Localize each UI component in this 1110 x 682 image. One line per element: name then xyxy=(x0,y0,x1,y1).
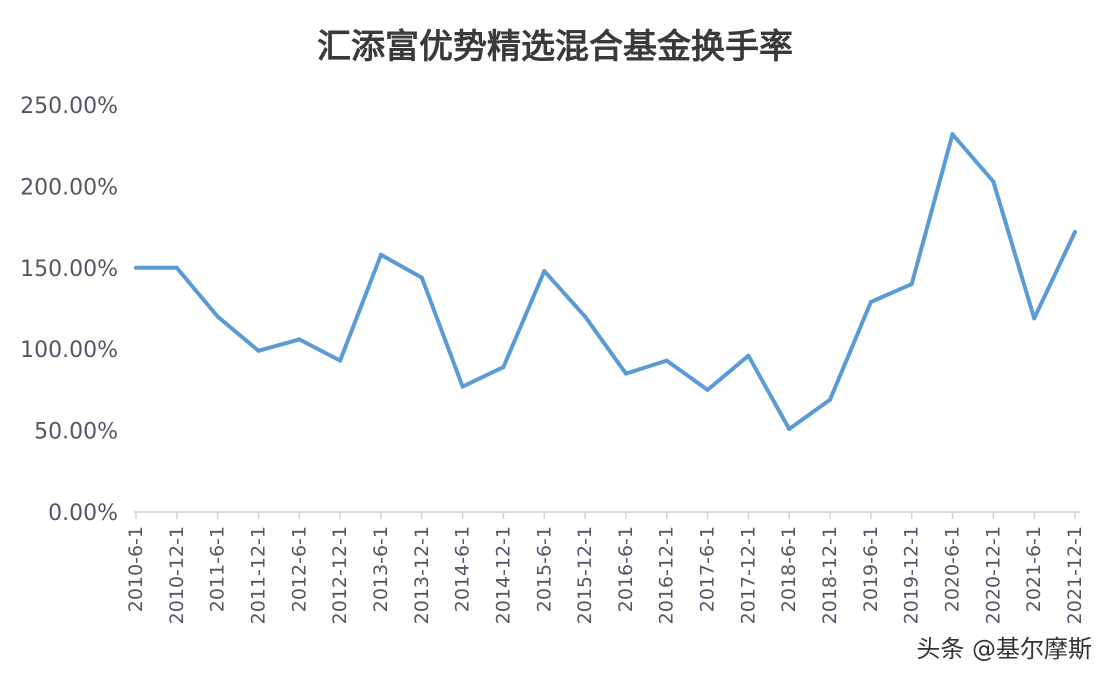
x-tick-label: 2016-6-1 xyxy=(615,526,637,612)
y-tick-label: 0.00% xyxy=(48,501,118,526)
data-point xyxy=(868,299,873,304)
x-axis-ticks: 2010-6-1 2010-12-1 2011-6-1 2011-12-1 2012-6… xyxy=(125,512,1086,624)
data-point xyxy=(215,314,220,319)
x-tick-label: 2015-6-1 xyxy=(533,526,555,612)
x-tick-label: 2015-12-1 xyxy=(574,526,596,624)
x-tick-label: 2017-12-1 xyxy=(737,526,759,624)
y-axis-ticks: 0.00% 50.00% 100.00% 150.00% 200.00% 250.00% xyxy=(20,94,118,526)
x-tick-label: 2012-12-1 xyxy=(329,526,351,624)
x-tick-label: 2018-6-1 xyxy=(778,526,800,612)
data-point xyxy=(297,337,302,342)
x-tick-label: 2020-12-1 xyxy=(982,526,1004,624)
data-point xyxy=(501,365,506,370)
y-tick-label: 100.00% xyxy=(20,338,118,363)
data-point xyxy=(705,387,710,392)
y-tick-label: 50.00% xyxy=(34,420,118,445)
data-point xyxy=(991,179,996,184)
y-tick-label: 200.00% xyxy=(20,175,118,200)
x-tick-label: 2021-6-1 xyxy=(1023,526,1045,612)
data-point xyxy=(909,282,914,287)
data-point xyxy=(664,358,669,363)
chart-title: 汇添富优势精选混合基金换手率 xyxy=(317,27,793,67)
data-point xyxy=(787,426,792,431)
x-tick-label: 2013-12-1 xyxy=(411,526,433,624)
data-point xyxy=(419,275,424,280)
data-point xyxy=(746,353,751,358)
x-tick-label: 2010-12-1 xyxy=(166,526,188,624)
x-tick-label: 2011-12-1 xyxy=(247,526,269,624)
series-layer xyxy=(134,132,1077,431)
x-tick-label: 2012-6-1 xyxy=(288,526,310,612)
x-tick-label: 2020-6-1 xyxy=(942,526,964,612)
data-point xyxy=(583,314,588,319)
data-point xyxy=(950,132,955,137)
x-tick-label: 2019-12-1 xyxy=(901,526,923,624)
x-tick-label: 2014-12-1 xyxy=(492,526,514,624)
data-point xyxy=(828,397,833,402)
watermark-text: 头条 @基尔摩斯 xyxy=(916,635,1092,663)
data-point xyxy=(174,265,179,270)
x-tick-label: 2019-6-1 xyxy=(860,526,882,612)
x-tick-label: 2021-12-1 xyxy=(1064,526,1086,624)
x-tick-label: 2018-12-1 xyxy=(819,526,841,624)
x-tick-label: 2011-6-1 xyxy=(207,526,229,612)
y-tick-label: 150.00% xyxy=(20,257,118,282)
x-tick-label: 2016-12-1 xyxy=(656,526,678,624)
data-point xyxy=(1032,316,1037,321)
data-point xyxy=(256,348,261,353)
data-point xyxy=(1073,229,1077,234)
data-point xyxy=(338,358,343,363)
x-tick-label: 2010-6-1 xyxy=(125,526,147,612)
x-tick-label: 2014-6-1 xyxy=(452,526,474,612)
x-tick-label: 2013-6-1 xyxy=(370,526,392,612)
data-point xyxy=(378,252,383,257)
y-tick-label: 250.00% xyxy=(20,94,118,119)
data-point xyxy=(623,371,628,376)
data-point xyxy=(460,384,465,389)
data-point xyxy=(542,269,547,274)
data-point xyxy=(134,265,138,270)
series-line xyxy=(134,132,1077,431)
x-tick-label: 2017-6-1 xyxy=(697,526,719,612)
